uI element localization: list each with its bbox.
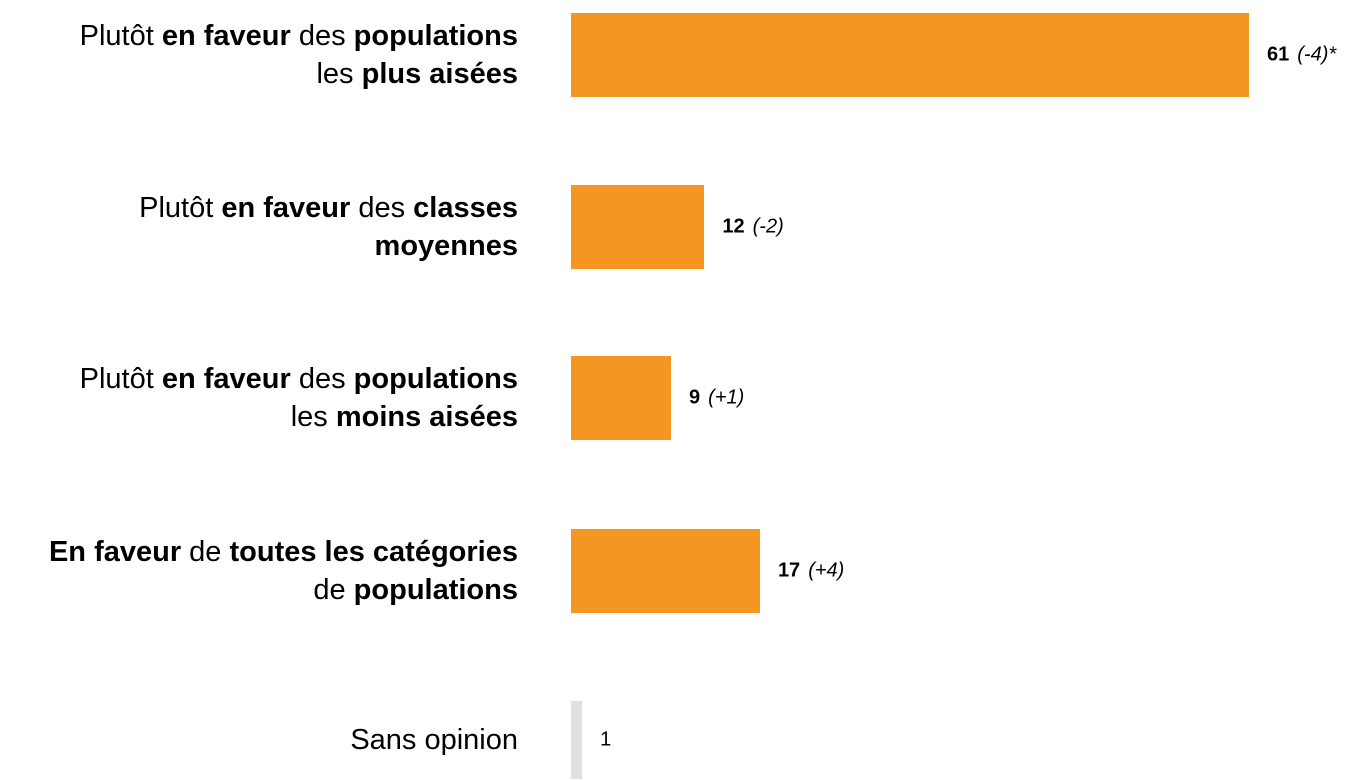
label-run: les <box>290 401 336 433</box>
label-run: Plutôt <box>79 363 162 395</box>
label-run: Sans opinion <box>350 724 518 756</box>
label-run: moins aisées <box>335 401 518 433</box>
change-label: (-4)* <box>1297 43 1337 66</box>
value-label: 17 <box>777 559 801 582</box>
label-run: classes moyennes <box>374 192 518 262</box>
label-run: en faveur <box>161 363 291 395</box>
bar <box>571 701 583 779</box>
label-run: en faveur <box>161 20 291 52</box>
label-run: En faveur <box>48 536 182 568</box>
change-label: (-2) <box>752 215 784 238</box>
label-run: les <box>316 58 362 90</box>
label-run: Plutôt <box>79 20 162 52</box>
label-run: Plutôt <box>139 192 222 224</box>
value-label: 9 <box>689 386 701 409</box>
value-label-group: 12 (-2) <box>722 216 783 239</box>
value-label-group: 17 (+4) <box>778 560 844 583</box>
category-label: En faveur de toutes les catégories de po… <box>48 533 518 609</box>
label-run: des <box>290 20 354 52</box>
label-run: des <box>350 192 414 224</box>
category-label: Plutôt en faveur des populations les moi… <box>48 360 518 436</box>
bar <box>571 529 760 613</box>
change-label: (+1) <box>708 386 745 409</box>
bar <box>571 185 705 269</box>
label-run: populations <box>353 20 518 52</box>
change-label: (+4) <box>808 559 845 582</box>
label-run: populations <box>353 363 518 395</box>
category-label: Sans opinion <box>48 721 518 759</box>
label-run: toutes les catégories <box>229 536 519 568</box>
value-label: 1 <box>600 728 612 751</box>
label-run: plus aisées <box>361 58 518 90</box>
category-label: Plutôt en faveur des populations les plu… <box>48 17 518 93</box>
value-label-group: 61 (-4)* <box>1267 44 1336 67</box>
value-label-group: 9 (+1) <box>689 387 744 410</box>
label-run: de <box>181 536 230 568</box>
value-label: 12 <box>722 215 745 238</box>
value-label: 61 <box>1267 43 1290 66</box>
bar <box>571 356 672 440</box>
label-run: populations <box>353 574 518 606</box>
value-label-group: 1 <box>600 729 611 752</box>
category-label: Plutôt en faveur des classes moyennes <box>48 189 518 265</box>
label-run: de <box>313 574 354 606</box>
label-run: en faveur <box>221 192 351 224</box>
label-run: des <box>290 363 354 395</box>
bar <box>571 13 1249 97</box>
